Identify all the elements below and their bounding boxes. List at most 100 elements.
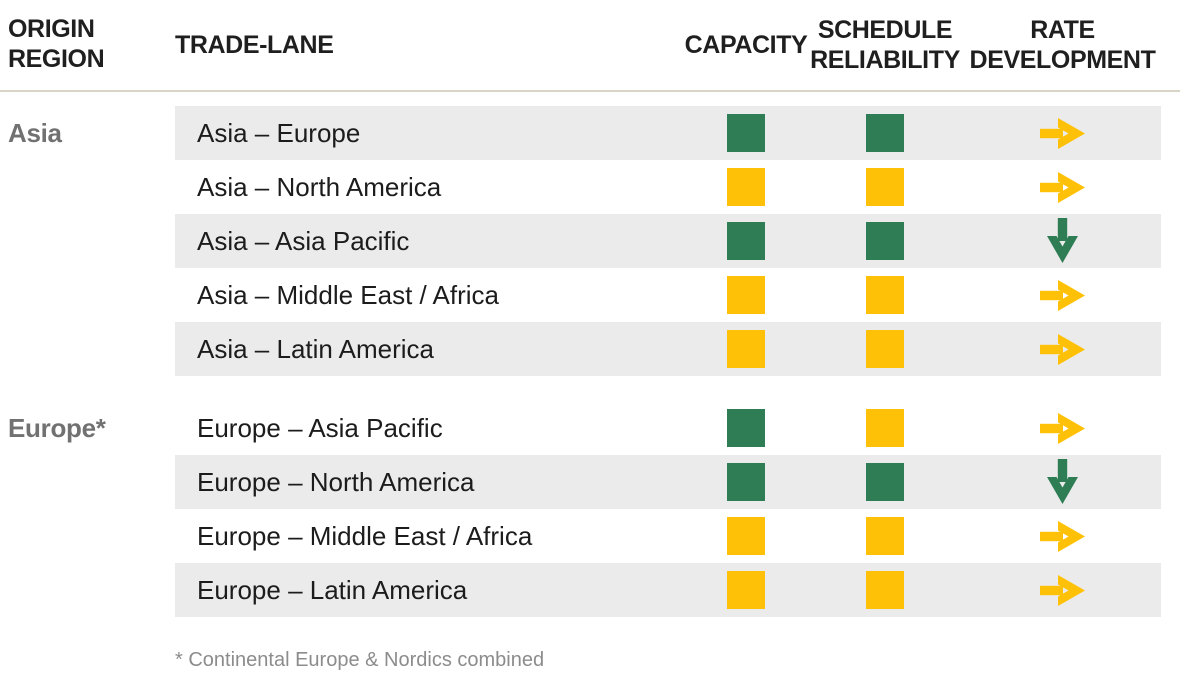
trade-lane-cell: Europe – North America <box>175 467 686 498</box>
schedule-reliability-indicator-yellow <box>866 276 904 314</box>
table-header-row: ORIGIN REGION TRADE-LANE CAPACITY SCHEDU… <box>0 0 1180 76</box>
capacity-indicator-green <box>727 222 765 260</box>
table-row: Europe* Europe – Asia Pacific <box>0 401 1180 455</box>
capacity-indicator-yellow <box>727 168 765 206</box>
origin-region-label <box>0 322 175 376</box>
trade-lane-cell: Europe – Latin America <box>175 575 686 606</box>
schedule-reliability-indicator-yellow <box>866 517 904 555</box>
trade-lane-cell: Asia – North America <box>175 172 686 203</box>
trade-lane-row-band: Asia – Asia Pacific <box>175 214 1161 268</box>
table-row: Asia – North America <box>0 160 1180 214</box>
schedule-reliability-indicator-green <box>866 463 904 501</box>
trade-lane-row-band: Asia – Latin America <box>175 322 1161 376</box>
origin-region-label <box>0 455 175 509</box>
schedule-reliability-indicator-yellow <box>866 571 904 609</box>
capacity-cell <box>686 409 806 447</box>
trade-lane-label: Asia – Middle East / Africa <box>197 279 500 310</box>
capacity-cell <box>686 517 806 555</box>
trade-lane-row-band: Asia – North America <box>175 160 1161 214</box>
rate-arrow-down-icon <box>1047 218 1078 263</box>
origin-region-label <box>0 268 175 322</box>
schedule-reliability-cell <box>806 114 964 152</box>
origin-region-label: Asia <box>8 117 62 148</box>
trade-lane-cell: Europe – Middle East / Africa <box>175 521 686 552</box>
trade-lane-cell: Asia – Latin America <box>175 334 686 365</box>
rate-development-cell <box>964 332 1161 367</box>
column-header-schedule-reliability: SCHEDULE RELIABILITY <box>810 16 960 74</box>
rate-arrow-right-icon <box>1039 412 1085 444</box>
table-row: Asia – Latin America <box>0 322 1180 376</box>
trade-lane-row-band: Europe – Middle East / Africa <box>175 509 1161 563</box>
capacity-indicator-yellow <box>727 330 765 368</box>
trade-lane-row-band: Europe – Asia Pacific <box>175 401 1161 455</box>
origin-region-label <box>0 563 175 617</box>
rate-arrow-right-icon <box>1039 117 1085 149</box>
schedule-reliability-indicator-yellow <box>866 409 904 447</box>
capacity-indicator-green <box>727 463 765 501</box>
schedule-reliability-cell <box>806 222 964 260</box>
schedule-reliability-cell <box>806 168 964 206</box>
schedule-reliability-cell <box>806 463 964 501</box>
trade-lane-cell: Europe – Asia Pacific <box>175 413 686 444</box>
trade-lane-label: Asia – North America <box>197 171 442 202</box>
rate-development-cell <box>964 116 1161 151</box>
table-row: Asia – Asia Pacific <box>0 214 1180 268</box>
table-row: Europe – Latin America <box>0 563 1180 617</box>
rate-development-cell <box>964 573 1161 608</box>
capacity-indicator-yellow <box>727 276 765 314</box>
trade-lane-cell: Asia – Asia Pacific <box>175 226 686 257</box>
rate-development-cell <box>964 278 1161 313</box>
schedule-reliability-cell <box>806 409 964 447</box>
trade-lane-label: Europe – Asia Pacific <box>197 412 443 443</box>
column-header-rate-development: RATE DEVELOPMENT <box>969 16 1156 74</box>
rate-arrow-right-icon <box>1039 171 1085 203</box>
trade-lane-label: Europe – North America <box>197 466 475 497</box>
origin-region-label: Europe* <box>8 412 106 443</box>
table-row: Europe – North America <box>0 455 1180 509</box>
table-row: Asia Asia – Europe <box>0 106 1180 160</box>
capacity-cell <box>686 114 806 152</box>
rate-development-cell <box>964 459 1161 505</box>
schedule-reliability-indicator-yellow <box>866 168 904 206</box>
trade-lane-label: Asia – Asia Pacific <box>197 225 410 256</box>
trade-lane-row-band: Europe – Latin America <box>175 563 1161 617</box>
table-row: Europe – Middle East / Africa <box>0 509 1180 563</box>
footnote: * Continental Europe & Nordics combined <box>175 649 545 671</box>
schedule-reliability-indicator-yellow <box>866 330 904 368</box>
table-row: Asia – Middle East / Africa <box>0 268 1180 322</box>
capacity-cell <box>686 463 806 501</box>
trade-lane-row-band: Asia – Middle East / Africa <box>175 268 1161 322</box>
column-header-origin-region: ORIGIN REGION <box>8 15 105 73</box>
origin-region-label <box>0 160 175 214</box>
schedule-reliability-cell <box>806 330 964 368</box>
rate-arrow-right-icon <box>1039 333 1085 365</box>
schedule-reliability-indicator-green <box>866 114 904 152</box>
column-header-trade-lane: TRADE-LANE <box>175 31 334 59</box>
origin-region-label <box>0 214 175 268</box>
rate-arrow-down-icon <box>1047 459 1078 504</box>
trade-lane-row-band: Asia – Europe <box>175 106 1161 160</box>
rate-development-cell <box>964 170 1161 205</box>
trade-lane-cell: Asia – Middle East / Africa <box>175 280 686 311</box>
rate-development-cell <box>964 411 1161 446</box>
column-header-capacity: CAPACITY <box>684 31 808 59</box>
schedule-reliability-cell <box>806 276 964 314</box>
origin-region-section: Europe* Europe – Asia Pacific Europe – No… <box>0 401 1180 617</box>
table-body: Asia Asia – Europe Asia – North America A… <box>0 106 1180 617</box>
capacity-indicator-green <box>727 114 765 152</box>
schedule-reliability-cell <box>806 571 964 609</box>
schedule-reliability-indicator-green <box>866 222 904 260</box>
trade-lane-label: Asia – Europe <box>197 117 361 148</box>
rate-development-cell <box>964 519 1161 554</box>
capacity-cell <box>686 330 806 368</box>
trade-lane-label: Europe – Latin America <box>197 574 468 605</box>
origin-region-section: Asia Asia – Europe Asia – North America A… <box>0 106 1180 376</box>
rate-arrow-right-icon <box>1039 520 1085 552</box>
capacity-cell <box>686 571 806 609</box>
trade-lane-label: Asia – Latin America <box>197 333 435 364</box>
schedule-reliability-cell <box>806 517 964 555</box>
trade-lane-row-band: Europe – North America <box>175 455 1161 509</box>
trade-lane-label: Europe – Middle East / Africa <box>197 520 533 551</box>
capacity-cell <box>686 168 806 206</box>
